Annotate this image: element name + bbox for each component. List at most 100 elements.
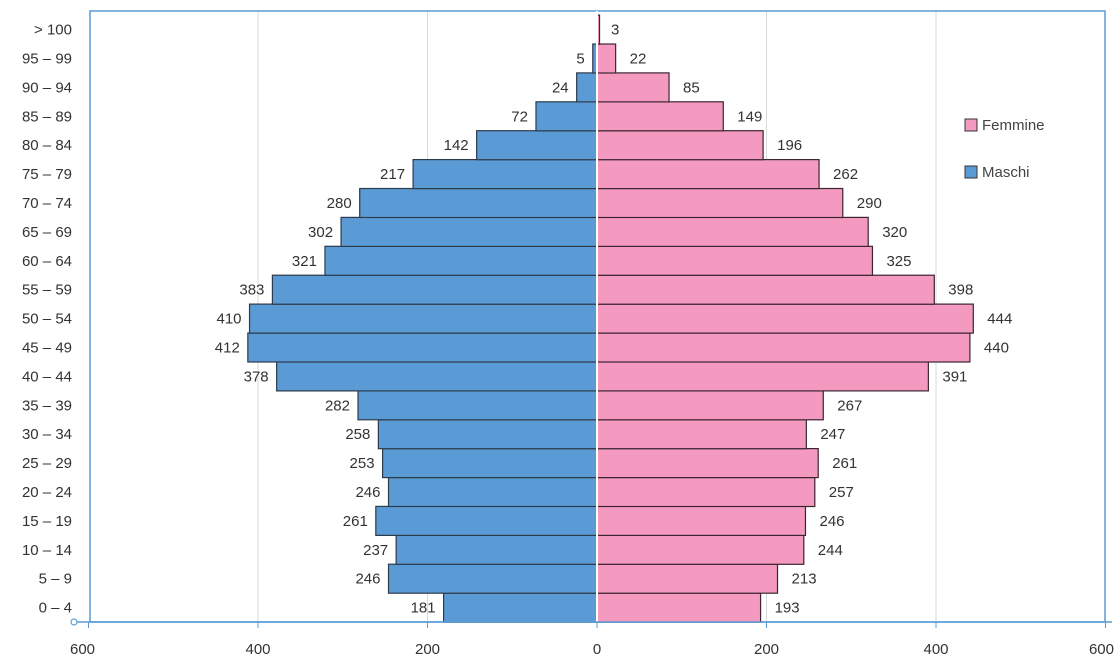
- bar-maschi: [412, 159, 598, 190]
- bar-maschi: [248, 303, 598, 334]
- y-tick-label: 80 – 84: [22, 137, 72, 154]
- legend: Femmine Maschi: [964, 117, 1045, 181]
- data-labels: 1931812132462442372462612572462612532472…: [215, 22, 1013, 617]
- data-label-maschi: 302: [308, 224, 333, 241]
- x-tick-label: 200: [754, 641, 779, 658]
- x-axis: 600 400 200 0 200 400 600: [70, 618, 1114, 658]
- data-label-femmine: 267: [837, 397, 862, 414]
- bar-maschi: [276, 361, 598, 392]
- bar-femmine: [596, 361, 929, 392]
- data-label-maschi: 410: [216, 311, 241, 328]
- bar-femmine: [596, 245, 874, 276]
- bar-femmine: [596, 303, 974, 334]
- data-label-femmine: 149: [737, 108, 762, 125]
- bar-maschi: [271, 274, 598, 305]
- bars: [247, 14, 974, 623]
- legend-swatch: [964, 165, 978, 179]
- data-label-femmine: 261: [832, 455, 857, 472]
- data-label-femmine: 213: [792, 571, 817, 588]
- bar-maschi: [324, 245, 598, 276]
- x-tick-label: 0: [593, 641, 601, 658]
- bar-femmine: [596, 505, 807, 536]
- bar-femmine: [596, 448, 819, 479]
- bar-femmine: [596, 43, 617, 74]
- bar-femmine: [596, 419, 807, 450]
- y-axis-labels: 0 – 4 5 – 9 10 – 14 15 – 19 20 – 24 25 – 29 30…: [22, 22, 72, 617]
- bar-maschi: [247, 332, 598, 363]
- y-tick-label: 25 – 29: [22, 455, 72, 472]
- bar-maschi: [443, 592, 598, 623]
- data-label-maschi: 142: [444, 137, 469, 154]
- data-label-femmine: 193: [775, 600, 800, 617]
- bar-maschi: [357, 390, 598, 421]
- data-label-femmine: 325: [886, 253, 911, 270]
- y-tick-label: 90 – 94: [22, 79, 72, 96]
- bar-femmine: [596, 101, 724, 132]
- y-tick-label: 70 – 74: [22, 195, 72, 212]
- y-tick-label: 95 – 99: [22, 50, 72, 67]
- data-label-femmine: 391: [942, 368, 967, 385]
- bar-maschi: [381, 448, 598, 479]
- bar-femmine: [596, 72, 670, 103]
- y-tick-label: 40 – 44: [22, 368, 72, 385]
- data-label-maschi: 181: [411, 600, 436, 617]
- bar-femmine: [596, 216, 869, 247]
- data-label-maschi: 412: [215, 339, 240, 356]
- data-label-femmine: 85: [683, 79, 700, 96]
- bar-maschi: [395, 534, 598, 565]
- bar-maschi: [387, 476, 598, 508]
- bar-femmine: [596, 534, 805, 565]
- legend-swatch: [964, 118, 978, 132]
- y-tick-label: 60 – 64: [22, 253, 72, 270]
- axis-handle: [70, 618, 78, 626]
- data-label-maschi: 237: [363, 542, 388, 559]
- y-tick-label: 55 – 59: [22, 282, 72, 299]
- legend-label: Maschi: [982, 164, 1030, 181]
- y-tick-label: 50 – 54: [22, 311, 72, 328]
- y-tick-label: 35 – 39: [22, 397, 72, 414]
- bar-maschi: [476, 130, 598, 161]
- bar-femmine: [596, 390, 824, 421]
- data-label-femmine: 22: [630, 50, 647, 67]
- x-tick-label: 600: [1089, 641, 1114, 658]
- bar-maschi: [375, 505, 598, 536]
- y-tick-label: 5 – 9: [39, 571, 72, 588]
- y-tick-label: 75 – 79: [22, 166, 72, 183]
- bar-femmine: [596, 187, 844, 219]
- data-label-femmine: 320: [882, 224, 907, 241]
- bar-femmine: [596, 332, 971, 363]
- data-label-femmine: 290: [857, 195, 882, 212]
- data-label-maschi: 246: [355, 484, 380, 501]
- data-label-maschi: 378: [244, 368, 269, 385]
- y-tick-label: 30 – 34: [22, 426, 72, 443]
- data-label-femmine: 440: [984, 339, 1009, 356]
- x-tick-label: 600: [70, 641, 95, 658]
- data-label-maschi: 246: [355, 571, 380, 588]
- x-tick-label: 400: [245, 641, 270, 658]
- bar-maschi: [377, 419, 598, 450]
- x-tick-label: 400: [923, 641, 948, 658]
- bar-femmine: [596, 592, 762, 623]
- bar-femmine: [596, 130, 764, 161]
- bar-femmine: [596, 476, 816, 508]
- legend-label: Femmine: [982, 117, 1045, 134]
- bar-femmine: [596, 159, 820, 190]
- y-tick-label: 65 – 69: [22, 224, 72, 241]
- data-label-maschi: 253: [350, 455, 375, 472]
- data-label-maschi: 261: [343, 513, 368, 530]
- data-label-maschi: 280: [327, 195, 352, 212]
- data-label-femmine: 262: [833, 166, 858, 183]
- data-label-femmine: 444: [987, 311, 1012, 328]
- data-label-maschi: 282: [325, 397, 350, 414]
- data-label-femmine: 257: [829, 484, 854, 501]
- y-tick-label: 0 – 4: [39, 600, 72, 617]
- y-tick-label: 20 – 24: [22, 484, 72, 501]
- data-label-maschi: 24: [552, 79, 569, 96]
- data-label-maschi: 72: [511, 108, 528, 125]
- y-tick-label: 85 – 89: [22, 108, 72, 125]
- bar-femmine: [596, 563, 779, 594]
- data-label-maschi: 5: [576, 50, 584, 67]
- bar-maschi: [387, 563, 598, 594]
- bar-maschi: [359, 187, 598, 219]
- bar-femmine: [596, 274, 935, 305]
